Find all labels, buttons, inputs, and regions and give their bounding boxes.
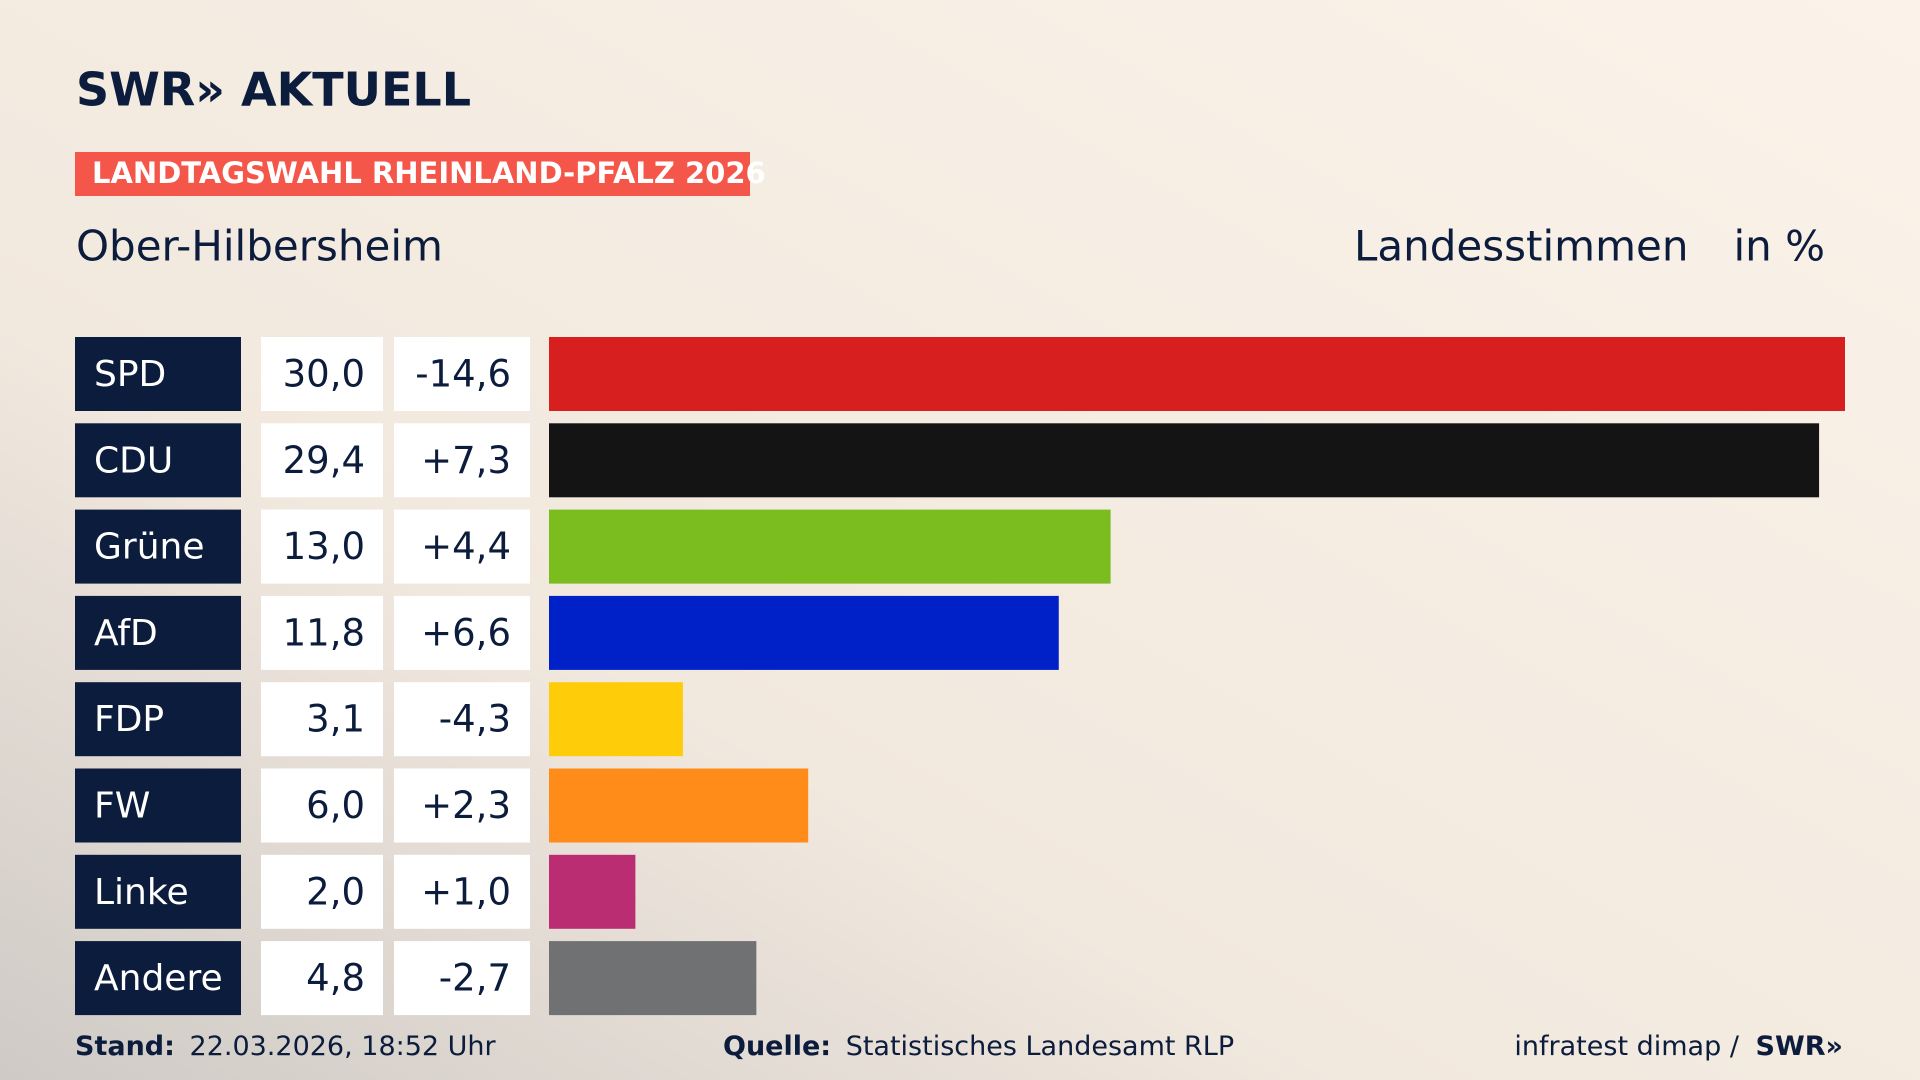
- value-label: 3,1: [306, 698, 365, 741]
- value-box: [261, 337, 383, 411]
- value-box: [261, 595, 383, 670]
- party-label: CDU: [94, 440, 173, 481]
- bar: [549, 854, 636, 929]
- bar: [549, 337, 1845, 411]
- unit: in %: [1733, 222, 1825, 271]
- stand: 22.03.2026, 18:52 Uhr: [190, 1031, 497, 1062]
- change-box: [394, 682, 530, 757]
- change-box: [394, 337, 530, 411]
- banner-box: [75, 152, 750, 196]
- value-box: [261, 768, 383, 843]
- party-label: FDP: [94, 699, 164, 740]
- credit: infratest dimap /: [1514, 1031, 1739, 1062]
- bar: [549, 941, 757, 1016]
- footer-source: Quelle: Statistisches Landesamt RLP: [723, 1031, 1234, 1062]
- change-box: [394, 854, 530, 929]
- source: Statistisches Landesamt RLP: [846, 1031, 1234, 1062]
- logo: SWR» AKTUELL: [76, 63, 471, 117]
- change-box: [394, 595, 530, 670]
- value-label: 6,0: [306, 784, 365, 827]
- value-label: 4,8: [306, 957, 365, 1000]
- value-box: [261, 423, 383, 498]
- party-label: Linke: [94, 872, 189, 913]
- value-label: 30,0: [283, 353, 365, 396]
- stand-label: Stand:: [75, 1031, 175, 1062]
- party-box: [75, 854, 241, 929]
- party-label: Andere: [94, 958, 223, 999]
- change-box: [394, 941, 530, 1016]
- change-label: -2,7: [439, 957, 511, 1000]
- change-label: +1,0: [421, 870, 511, 913]
- party-box: [75, 595, 241, 670]
- party-box: [75, 682, 241, 757]
- party-box: [75, 768, 241, 843]
- source-label: Quelle:: [723, 1031, 831, 1062]
- subtitle: Landesstimmen: [1354, 222, 1688, 271]
- party-label: SPD: [94, 354, 166, 395]
- footer-stand: Stand: 22.03.2026, 18:52 Uhr: [75, 1031, 497, 1062]
- chart-title: Ober-Hilbersheim: [76, 222, 443, 271]
- bar: [549, 509, 1111, 584]
- change-box: [394, 423, 530, 498]
- party-label: AfD: [94, 613, 158, 654]
- party-box: [75, 423, 241, 498]
- value-label: 11,8: [283, 611, 365, 654]
- value-label: 29,4: [283, 439, 365, 482]
- value-box: [261, 509, 383, 584]
- party-box: [75, 509, 241, 584]
- bar: [549, 423, 1820, 498]
- change-label: +7,3: [421, 439, 511, 482]
- value-label: 2,0: [306, 870, 365, 913]
- value-box: [261, 682, 383, 757]
- value-box: [261, 941, 383, 1016]
- party-label: Grüne: [94, 527, 204, 568]
- change-label: +2,3: [421, 784, 511, 827]
- party-box: [75, 941, 241, 1016]
- change-label: -4,3: [439, 698, 511, 741]
- banner: LANDTAGSWAHL RHEINLAND-PFALZ 2026: [92, 156, 766, 190]
- credit-logo: SWR»: [1756, 1031, 1843, 1062]
- bar: [549, 682, 683, 757]
- party-box: [75, 337, 241, 411]
- change-label: +4,4: [421, 525, 511, 568]
- change-label: +6,6: [421, 611, 511, 654]
- value-box: [261, 854, 383, 929]
- value-label: 13,0: [283, 525, 365, 568]
- change-box: [394, 768, 530, 843]
- bar: [549, 595, 1059, 670]
- party-label: FW: [94, 786, 150, 827]
- bar: [549, 768, 809, 843]
- change-box: [394, 509, 530, 584]
- change-label: -14,6: [415, 353, 511, 396]
- footer-credit: infratest dimap / SWR»: [1514, 1031, 1843, 1062]
